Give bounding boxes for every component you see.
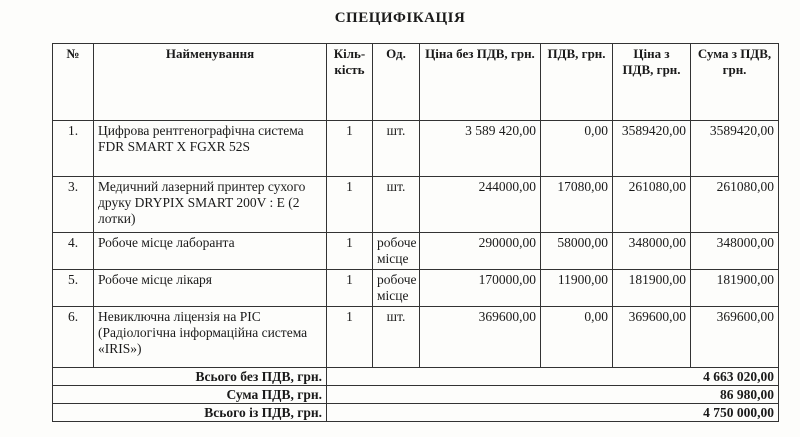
- header-cell: Найменування: [93, 43, 327, 121]
- row-number: 4.: [52, 232, 94, 270]
- price: 290000,00: [419, 232, 541, 270]
- price-with-vat: 348000,00: [612, 232, 691, 270]
- price-with-vat: 3589420,00: [612, 120, 691, 177]
- total-label: Сума ПДВ, грн.: [52, 385, 327, 404]
- sum-with-vat: 261080,00: [690, 176, 779, 233]
- table-row: 4. Робоче місце лаборанта 1 робоче місце…: [52, 232, 779, 270]
- row-number: 1.: [52, 120, 94, 177]
- price-with-vat: 181900,00: [612, 269, 691, 307]
- price: 369600,00: [419, 306, 541, 368]
- quantity: 1: [326, 120, 373, 177]
- row-number: 5.: [52, 269, 94, 307]
- price: 3 589 420,00: [419, 120, 541, 177]
- row-number: 3.: [52, 176, 94, 233]
- unit: шт.: [372, 306, 420, 368]
- header-row: № Найменування Кіль-кість Од. Ціна без П…: [52, 43, 779, 121]
- header-cell: Сума з ПДВ, грн.: [690, 43, 779, 121]
- sum-with-vat: 3589420,00: [690, 120, 779, 177]
- row-number: 6.: [52, 306, 94, 368]
- quantity: 1: [326, 269, 373, 307]
- price: 170000,00: [419, 269, 541, 307]
- total-label: Всього із ПДВ, грн.: [52, 403, 327, 422]
- item-name: Цифрова рентгенографічна система FDR SMA…: [93, 120, 327, 177]
- unit: робоче місце: [372, 269, 420, 307]
- item-name: Робоче місце лікаря: [93, 269, 327, 307]
- total-value: 4 663 020,00: [326, 367, 779, 386]
- table-row: 6. Невиключна ліцензія на РІС (Радіологі…: [52, 306, 779, 368]
- vat: 0,00: [540, 306, 613, 368]
- document-title: СПЕЦИФІКАЦІЯ: [334, 10, 466, 26]
- total-value: 4 750 000,00: [326, 403, 779, 422]
- sum-with-vat: 369600,00: [690, 306, 779, 368]
- header-cell: ПДВ, грн.: [540, 43, 613, 121]
- table-row: 3. Медичний лазерний принтер сухого друк…: [52, 176, 779, 233]
- header-cell: Од.: [372, 43, 420, 121]
- sum-with-vat: 181900,00: [690, 269, 779, 307]
- sum-with-vat: 348000,00: [690, 232, 779, 270]
- quantity: 1: [326, 306, 373, 368]
- header-cell: №: [52, 43, 94, 121]
- item-name: Робоче місце лаборанта: [93, 232, 327, 270]
- item-name: Медичний лазерний принтер сухого друку D…: [93, 176, 327, 233]
- total-row: Сума ПДВ, грн. 86 980,00: [52, 385, 779, 404]
- price: 244000,00: [419, 176, 541, 233]
- vat: 0,00: [540, 120, 613, 177]
- header-cell: Ціна без ПДВ, грн.: [419, 43, 541, 121]
- vat: 11900,00: [540, 269, 613, 307]
- specification-table: № Найменування Кіль-кість Од. Ціна без П…: [52, 43, 779, 422]
- unit: шт.: [372, 176, 420, 233]
- total-label: Всього без ПДВ, грн.: [52, 367, 327, 386]
- price-with-vat: 261080,00: [612, 176, 691, 233]
- item-name: Невиключна ліцензія на РІС (Радіологічна…: [93, 306, 327, 368]
- total-value: 86 980,00: [326, 385, 779, 404]
- unit: шт.: [372, 120, 420, 177]
- unit: робоче місце: [372, 232, 420, 270]
- total-row: Всього із ПДВ, грн. 4 750 000,00: [52, 403, 779, 422]
- quantity: 1: [326, 232, 373, 270]
- total-row: Всього без ПДВ, грн. 4 663 020,00: [52, 367, 779, 386]
- header-cell: Ціна з ПДВ, грн.: [612, 43, 691, 121]
- quantity: 1: [326, 176, 373, 233]
- table-row: 1. Цифрова рентгенографічна система FDR …: [52, 120, 779, 177]
- vat: 17080,00: [540, 176, 613, 233]
- table-row: 5. Робоче місце лікаря 1 робоче місце 17…: [52, 269, 779, 307]
- vat: 58000,00: [540, 232, 613, 270]
- price-with-vat: 369600,00: [612, 306, 691, 368]
- header-cell: Кіль-кість: [326, 43, 373, 121]
